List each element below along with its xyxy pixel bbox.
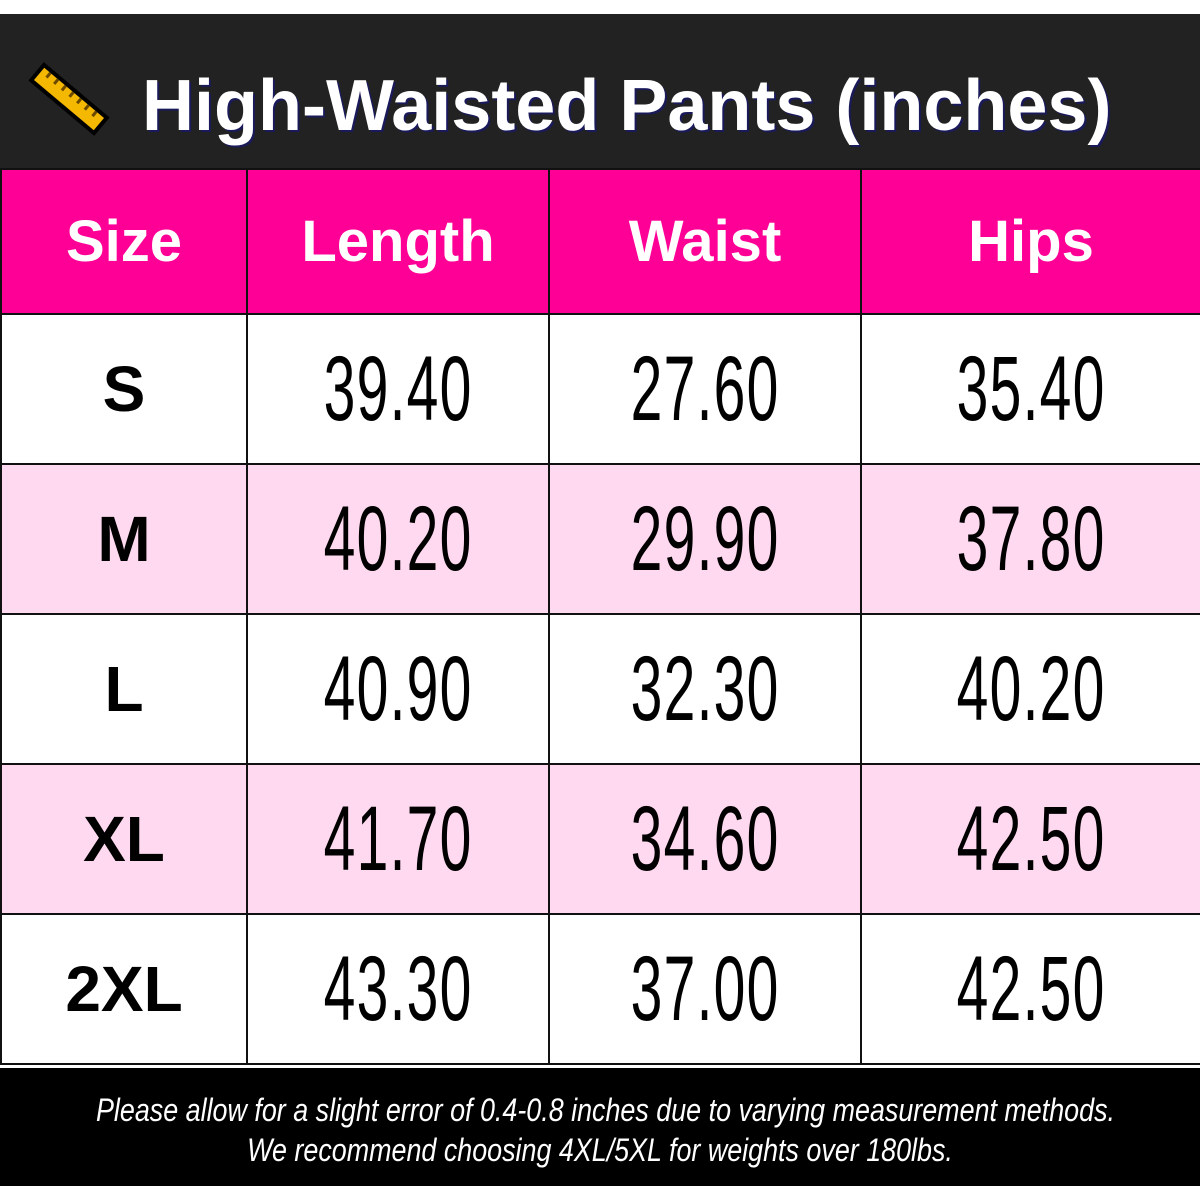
length-value: 40.20 (323, 487, 473, 590)
size-value: L (104, 653, 144, 725)
cell-size: 2XL (0, 913, 248, 1065)
table-row: L 40.90 32.30 40.20 (0, 613, 1200, 765)
header-hips: Hips (860, 168, 1200, 315)
waist-value: 32.30 (630, 637, 780, 740)
cell-length: 41.70 (246, 763, 550, 915)
header-waist: Waist (548, 168, 862, 315)
size-value: S (102, 353, 146, 425)
cell-waist: 34.60 (548, 763, 862, 915)
cell-size: L (0, 613, 248, 765)
cell-length: 39.40 (246, 313, 550, 465)
cell-length: 40.20 (246, 463, 550, 615)
hips-value: 40.20 (956, 637, 1106, 740)
cell-size: S (0, 313, 248, 465)
length-value: 43.30 (323, 937, 473, 1040)
header-row: Size Length Waist Hips (0, 168, 1200, 315)
cell-waist: 32.30 (548, 613, 862, 765)
footer-note: Please allow for a slight error of 0.4-0… (0, 1068, 1200, 1186)
waist-value: 27.60 (630, 337, 780, 440)
length-value: 39.40 (323, 337, 473, 440)
table-row: 2XL 43.30 37.00 42.50 (0, 913, 1200, 1065)
cell-waist: 27.60 (548, 313, 862, 465)
hips-value: 37.80 (956, 487, 1106, 590)
cell-hips: 37.80 (860, 463, 1200, 615)
length-value: 41.70 (323, 787, 473, 890)
size-chart-table: Size Length Waist Hips S 39.40 27.60 35.40 M… (0, 168, 1200, 1065)
cell-waist: 37.00 (548, 913, 862, 1065)
cell-length: 40.90 (246, 613, 550, 765)
waist-value: 34.60 (630, 787, 780, 890)
waist-value: 29.90 (630, 487, 780, 590)
waist-value: 37.00 (630, 937, 780, 1040)
size-value: 2XL (65, 953, 183, 1025)
ruler-icon (28, 62, 110, 136)
table-row: S 39.40 27.60 35.40 (0, 313, 1200, 465)
hips-value: 42.50 (956, 937, 1106, 1040)
title-bar: High-Waisted Pants (inches) (0, 14, 1200, 168)
table-row: XL 41.70 34.60 42.50 (0, 763, 1200, 915)
cell-size: XL (0, 763, 248, 915)
cell-size: M (0, 463, 248, 615)
hips-value: 42.50 (956, 787, 1106, 890)
cell-waist: 29.90 (548, 463, 862, 615)
footer-line-2: We recommend choosing 4XL/5XL for weight… (247, 1132, 953, 1168)
header-length: Length (246, 168, 550, 315)
table-row: M 40.20 29.90 37.80 (0, 463, 1200, 615)
cell-length: 43.30 (246, 913, 550, 1065)
size-value: XL (83, 803, 165, 875)
page-title: High-Waisted Pants (inches) (142, 66, 1112, 146)
length-value: 40.90 (323, 637, 473, 740)
hips-value: 35.40 (956, 337, 1106, 440)
cell-hips: 42.50 (860, 763, 1200, 915)
header-size: Size (0, 168, 248, 315)
cell-hips: 42.50 (860, 913, 1200, 1065)
cell-hips: 35.40 (860, 313, 1200, 465)
size-value: M (97, 503, 151, 575)
cell-hips: 40.20 (860, 613, 1200, 765)
footer-line-1: Please allow for a slight error of 0.4-0… (96, 1092, 1115, 1128)
